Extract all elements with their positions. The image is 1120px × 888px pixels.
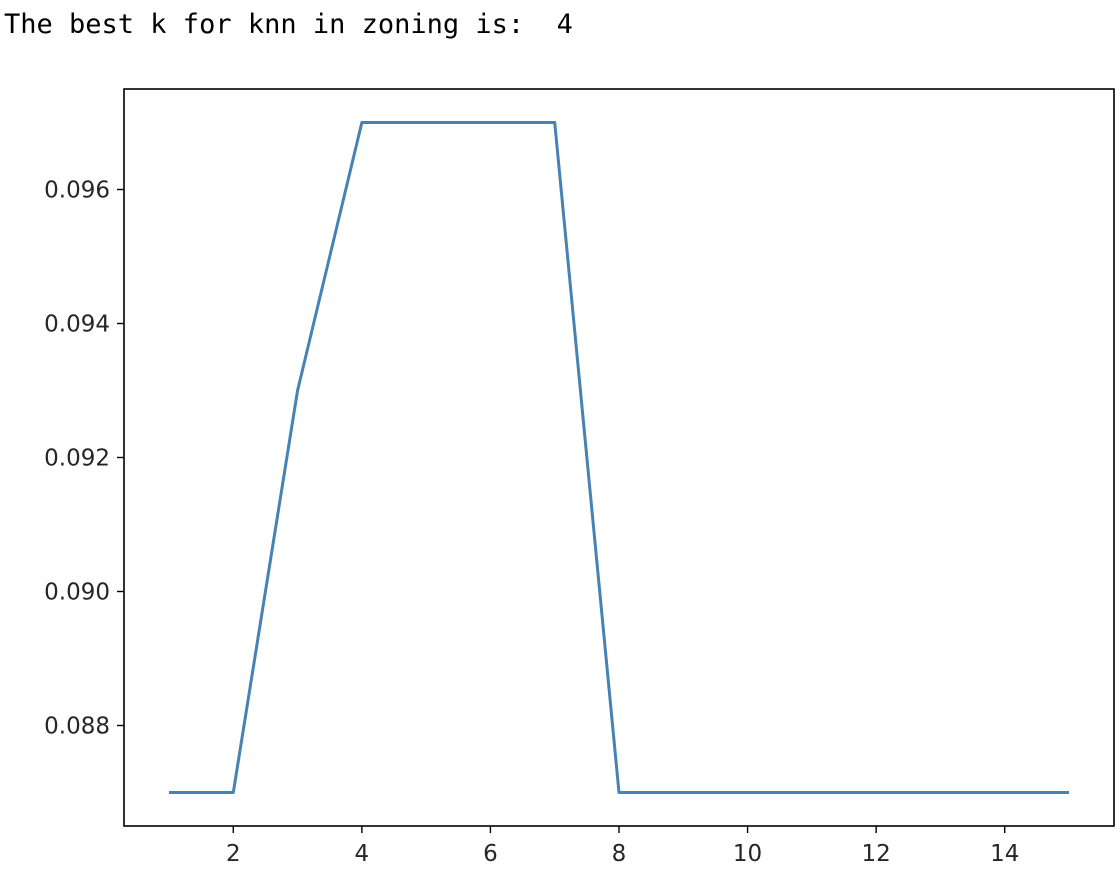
series-layer [169, 121, 1069, 794]
x-tick-label: 2 [226, 841, 241, 867]
x-tick-label: 14 [990, 841, 1019, 867]
x-tick-label: 8 [612, 841, 627, 867]
x-tick-label: 12 [862, 841, 891, 867]
y-tick-label: 0.088 [44, 714, 110, 740]
y-tick-label: 0.092 [44, 446, 110, 472]
x-tick-label: 4 [355, 841, 370, 867]
y-tick-label: 0.094 [44, 312, 110, 338]
x-tick-label: 6 [483, 841, 498, 867]
y-tick-label: 0.096 [44, 178, 110, 204]
series-line [169, 121, 1069, 794]
cell-output-text: The best k for knn in zoning is: 4 [4, 9, 573, 40]
axis-ticks: 2 4 6 8 10 12 14 0.088 0.090 0.092 0.094 0.096 [44, 178, 1019, 868]
x-tick-label: 10 [733, 841, 762, 867]
y-tick-label: 0.090 [44, 580, 110, 606]
plot-area-frame [123, 88, 1115, 827]
